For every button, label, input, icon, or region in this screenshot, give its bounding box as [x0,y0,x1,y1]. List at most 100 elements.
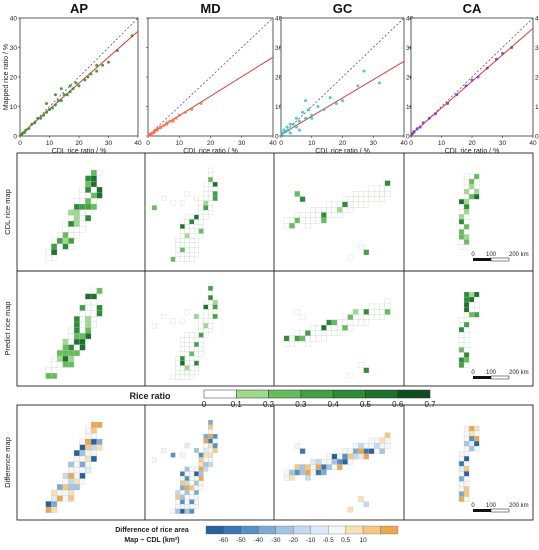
map-cell [463,306,470,313]
map-cell [193,485,199,491]
map-cell [179,346,185,352]
map-cell [473,173,480,180]
map-cell [283,474,290,481]
map-cell [294,191,301,197]
map-cell [175,494,181,500]
map-cell [179,504,185,510]
map-cell [189,490,195,496]
x-tick-label: 20 [339,140,347,147]
scale-bar-label: 100 [486,503,497,509]
map-cell [79,310,86,317]
map-cell [331,325,338,331]
map-cell [203,447,209,453]
data-point [171,119,175,123]
map-cell [363,448,370,454]
x-tick-label: 40 [400,140,408,147]
map-cell [193,490,199,496]
map-cell [184,480,190,486]
map-cell [73,478,80,485]
map-cell [184,214,190,220]
map-cell [85,316,92,323]
map-cell [198,228,204,234]
data-point [455,93,459,97]
map-cell [62,361,69,368]
map-cell [175,504,181,510]
data-point [476,75,480,79]
map-cell [379,443,386,449]
map-cell [85,203,92,210]
map-cell [203,181,209,187]
map-cell [96,287,103,294]
map-cell [458,491,465,497]
map-cell [79,203,86,210]
map-cell [175,490,181,496]
data-point [310,113,314,117]
map-cell [170,318,176,324]
scale-bar-white [490,375,510,380]
map-cell [289,474,295,481]
map-cell [189,337,195,343]
data-point [199,102,203,106]
map-cell [175,356,181,362]
map-cell [90,321,97,328]
scale-bar-label: 0 [471,503,475,509]
map-cell [85,198,92,205]
map-cell [90,304,97,311]
map-cell [468,296,475,303]
map-cell [336,207,343,213]
map-cell [85,427,92,434]
x-tick-label: 10 [308,140,316,147]
map-cell [358,309,364,315]
map-cell [198,346,204,352]
map-cell [294,469,301,476]
rice-legend-tick: 0.1 [231,400,243,409]
x-axis-label: CDL rice ratio / % [445,148,500,155]
map-cell [374,309,380,315]
y-tick-label: 40 [535,15,539,22]
map-cell [198,476,204,481]
map-cell [193,252,199,258]
x-tick-label: 20 [207,140,215,147]
map-cell [458,327,465,333]
map-cell [326,319,332,326]
map-cell [463,322,470,328]
diff-legend-tick: -40 [254,537,264,544]
map-cell [326,325,332,331]
y-tick-label: 0 [13,133,17,140]
map-cell [73,316,80,323]
map-cell [208,299,213,305]
map-cell [175,360,181,366]
map-cell [96,192,103,199]
map-cell [189,224,195,229]
map-cell [208,313,213,319]
map-cell [299,464,306,470]
data-point [285,125,289,129]
map-cell [184,342,190,347]
map-cell [62,484,69,491]
map-cell [212,181,218,187]
x-tick-label: 10 [46,140,54,147]
map-cell [73,455,80,462]
map-cell [170,256,176,262]
map-cell [305,330,311,336]
diff-legend-swatch [380,525,399,535]
map-cell [179,252,185,258]
data-point [89,72,93,76]
map-cell [347,453,354,460]
y-axis-label: Mapped rice ratio / % [3,44,10,110]
map-cell [458,337,465,343]
map-cell [62,237,69,244]
map-cell [203,332,209,338]
x-tick-label: 0 [409,140,413,147]
rice-legend-swatch [268,389,302,399]
map-cell [363,191,370,197]
map-cell [68,361,75,368]
map-cell [85,461,92,468]
map-cell [321,469,327,476]
map-cell [208,429,213,435]
map-cell [189,356,195,362]
data-point [71,87,75,91]
map-cell [299,469,306,476]
